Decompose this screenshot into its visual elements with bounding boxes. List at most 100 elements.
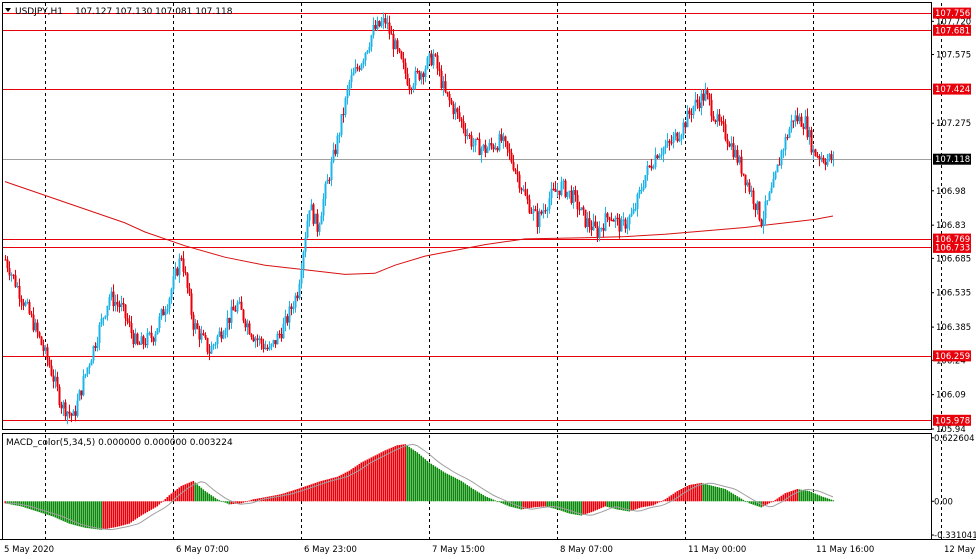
macd-bar-182 bbox=[368, 458, 371, 502]
candle-body-368 bbox=[740, 156, 743, 174]
candle-body-108 bbox=[220, 331, 223, 339]
candle-body-110 bbox=[224, 330, 227, 335]
candle-body-91 bbox=[186, 273, 189, 288]
macd-bar-37 bbox=[78, 501, 81, 527]
macd-bar-349 bbox=[702, 483, 705, 502]
candle-body-28 bbox=[60, 404, 63, 409]
candle-body-392 bbox=[788, 129, 791, 138]
macd-bar-116 bbox=[236, 501, 239, 504]
candle-body-410 bbox=[824, 162, 827, 165]
macd-bar-308 bbox=[620, 501, 623, 511]
macd-bar-123 bbox=[250, 499, 253, 502]
macd-bar-283 bbox=[570, 501, 573, 514]
macd-bar-339 bbox=[682, 488, 685, 502]
macd-bar-235 bbox=[474, 490, 477, 502]
macd-bar-406 bbox=[816, 494, 819, 502]
candle-body-147 bbox=[298, 283, 301, 299]
macd-bar-218 bbox=[440, 470, 443, 502]
symbol-dropdown-icon[interactable] bbox=[5, 8, 11, 12]
candle-body-36 bbox=[76, 400, 79, 416]
candle-body-151 bbox=[306, 220, 309, 238]
candle-body-322 bbox=[648, 165, 651, 167]
macd-tick-label: 0.00 bbox=[934, 497, 953, 507]
macd-bar-321 bbox=[646, 501, 649, 507]
macd-bar-215 bbox=[434, 466, 437, 502]
macd-bar-133 bbox=[270, 496, 273, 502]
macd-bar-78 bbox=[160, 501, 163, 503]
macd-bar-181 bbox=[366, 459, 369, 502]
candle-body-130 bbox=[264, 347, 267, 350]
price-label-text: 107.756 bbox=[935, 9, 970, 19]
level-lines bbox=[3, 13, 931, 421]
macd-bar-315 bbox=[634, 501, 637, 510]
macd-bar-222 bbox=[448, 474, 451, 502]
macd-bar-72 bbox=[148, 501, 151, 511]
candle-body-229 bbox=[462, 121, 465, 130]
candle-body-140 bbox=[284, 316, 287, 324]
candle-body-96 bbox=[196, 323, 199, 329]
macd-bar-108 bbox=[220, 500, 223, 502]
macd-bar-342 bbox=[688, 485, 691, 502]
candle-body-195 bbox=[394, 40, 397, 50]
macd-bar-35 bbox=[74, 501, 77, 526]
candle-body-216 bbox=[436, 55, 439, 69]
candle-body-163 bbox=[330, 161, 333, 180]
macd-bar-241 bbox=[486, 497, 489, 502]
candle-body-86 bbox=[176, 268, 179, 276]
macd-bar-100 bbox=[204, 491, 207, 502]
candle-body-152 bbox=[308, 210, 311, 221]
candle-body-234 bbox=[472, 145, 475, 147]
candle-body-169 bbox=[342, 114, 345, 116]
candle-body-92 bbox=[188, 287, 191, 294]
macd-bar-178 bbox=[360, 462, 363, 502]
macd-bar-131 bbox=[266, 496, 269, 502]
price-tick-label: 107.275 bbox=[936, 119, 971, 129]
candle-body-171 bbox=[346, 89, 349, 98]
candle-body-284 bbox=[572, 190, 575, 203]
macd-bar-410 bbox=[824, 497, 827, 502]
macd-bar-83 bbox=[170, 493, 173, 502]
candle-body-203 bbox=[410, 89, 413, 90]
macd-bar-57 bbox=[118, 501, 121, 527]
macd-bar-298 bbox=[600, 501, 603, 509]
candle-body-397 bbox=[798, 116, 801, 122]
candle-body-391 bbox=[786, 137, 789, 139]
candle-body-116 bbox=[236, 303, 239, 312]
candle-body-303 bbox=[610, 220, 613, 221]
macd-bar-287 bbox=[578, 501, 581, 516]
macd-bar-354 bbox=[712, 486, 715, 502]
macd-histogram bbox=[4, 444, 835, 530]
candle-body-100 bbox=[204, 335, 207, 338]
candle-body-218 bbox=[440, 70, 443, 89]
candle-body-265 bbox=[534, 209, 537, 211]
macd-bar-13 bbox=[30, 501, 33, 510]
candle-body-166 bbox=[336, 135, 339, 155]
candle-body-143 bbox=[290, 306, 293, 309]
macd-bar-326 bbox=[656, 501, 659, 504]
macd-bar-103 bbox=[210, 495, 213, 502]
candle-body-88 bbox=[180, 258, 183, 260]
macd-bar-357 bbox=[718, 487, 721, 502]
candle-body-0 bbox=[4, 259, 7, 261]
candle-body-45 bbox=[94, 346, 97, 348]
time-label: 7 May 15:00 bbox=[432, 545, 485, 555]
candle-body-138 bbox=[280, 334, 283, 339]
candle-body-354 bbox=[712, 116, 715, 121]
candle-body-13 bbox=[30, 313, 33, 315]
macd-bar-68 bbox=[140, 501, 143, 516]
candle-body-414 bbox=[832, 159, 835, 161]
candle-body-7 bbox=[18, 286, 21, 299]
candle-body-156 bbox=[316, 213, 319, 232]
macd-bar-213 bbox=[430, 463, 433, 502]
macd-bar-109 bbox=[222, 501, 225, 503]
candle-body-217 bbox=[438, 68, 441, 71]
macd-bar-196 bbox=[396, 445, 399, 502]
macd-bar-290 bbox=[584, 501, 587, 515]
candle-body-202 bbox=[408, 84, 411, 89]
macd-bar-121 bbox=[246, 501, 249, 503]
candle-body-257 bbox=[518, 174, 521, 189]
candle-body-99 bbox=[202, 333, 205, 335]
macd-bar-206 bbox=[416, 452, 419, 502]
candle-body-380 bbox=[764, 201, 767, 219]
candle-body-9 bbox=[22, 302, 25, 306]
